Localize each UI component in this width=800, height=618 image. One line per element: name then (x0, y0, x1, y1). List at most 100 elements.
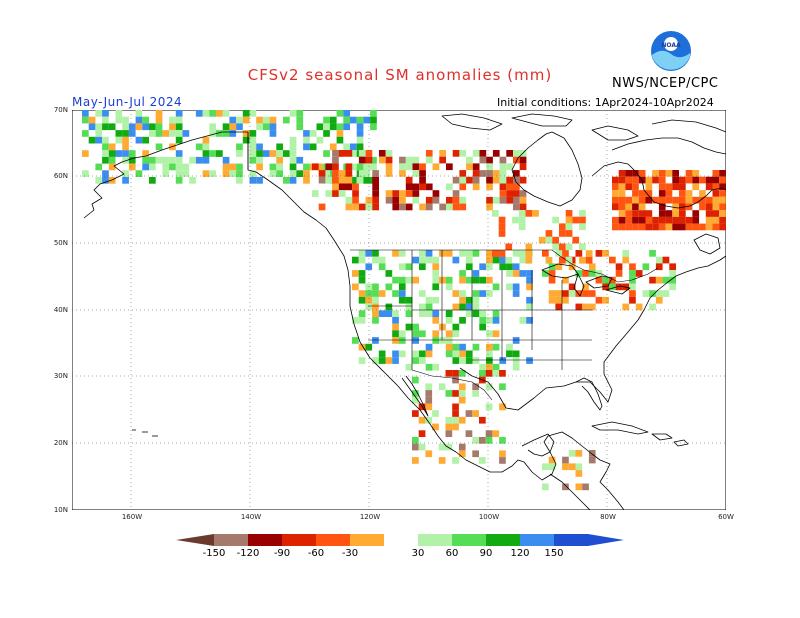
anomaly-cell (699, 196, 706, 204)
anomaly-cell (412, 156, 420, 164)
anomaly-cell (343, 116, 350, 124)
anomaly-cell (242, 116, 250, 124)
anomaly-cell (343, 143, 350, 151)
anomaly-cell (182, 130, 190, 137)
anomaly-cell (692, 176, 700, 184)
anomaly-cell (115, 130, 123, 137)
anomaly-cell (372, 357, 379, 364)
anomaly-cell (512, 363, 520, 371)
anomaly-cell (392, 323, 399, 331)
anomaly-cell (229, 163, 237, 171)
anomaly-cell (499, 156, 507, 164)
anomaly-cell (458, 390, 466, 397)
lat-label: 10N (53, 506, 68, 514)
anomaly-cell (175, 110, 183, 117)
season-label: May-Jun-Jul 2024 (72, 95, 183, 109)
anomaly-cell (512, 250, 520, 257)
anomaly-cell (392, 350, 399, 358)
anomaly-cell (332, 176, 339, 184)
anomaly-cell (365, 343, 373, 351)
anomaly-cell (425, 150, 433, 157)
anomaly-cell (582, 283, 589, 291)
anomaly-cell (336, 136, 344, 144)
anomaly-cell (283, 116, 290, 124)
anomaly-cell (379, 150, 386, 157)
anomaly-cell (445, 283, 453, 291)
anomaly-cell (412, 190, 420, 197)
anomaly-cell (513, 203, 520, 211)
lon-label: 60W (718, 513, 734, 521)
anomaly-cell (323, 130, 330, 137)
anomaly-cell (519, 196, 527, 204)
anomaly-cell (632, 183, 639, 191)
anomaly-cell (548, 290, 556, 297)
anomaly-cell (512, 337, 520, 344)
anomaly-cell (486, 163, 493, 171)
anomaly-cell (575, 463, 583, 471)
anomaly-cell (719, 176, 726, 184)
anomaly-cell (142, 156, 149, 164)
anomaly-cell (672, 176, 679, 184)
anomaly-cell (102, 177, 109, 184)
anomaly-cell (642, 263, 650, 271)
anomaly-cell (318, 170, 326, 177)
anomaly-cell (445, 310, 453, 317)
anomaly-cell (289, 163, 297, 171)
anomaly-cell (498, 230, 506, 237)
anomaly-cell (479, 276, 486, 284)
anomaly-cell (329, 143, 337, 151)
anomaly-cell (512, 270, 520, 277)
anomaly-cell (595, 250, 603, 257)
anomaly-cell (142, 123, 149, 131)
anomaly-cell (399, 190, 406, 197)
anomaly-cell (82, 170, 89, 177)
anomaly-cell (425, 303, 433, 311)
map-title: CFSv2 seasonal SM anomalies (mm) (247, 66, 553, 84)
anomaly-cell (249, 143, 257, 151)
anomaly-cell (102, 143, 109, 151)
anomaly-cell (612, 216, 619, 224)
anomaly-cell (108, 163, 116, 171)
anomaly-cell (155, 123, 163, 131)
anomaly-cell (338, 176, 346, 184)
anomaly-cell (465, 350, 473, 358)
anomaly-cell (472, 163, 480, 171)
agency-label: NWS/NCEP/CPC (612, 76, 719, 91)
anomaly-cell (559, 243, 566, 251)
anomaly-cell (312, 163, 319, 171)
anomaly-cell (513, 150, 520, 157)
anomaly-cell (506, 283, 513, 291)
legend-swatch (248, 534, 282, 546)
anomaly-cell (142, 136, 149, 144)
anomaly-cell (392, 196, 400, 204)
anomaly-cell (585, 256, 593, 264)
anomaly-cell (486, 317, 493, 324)
anomaly-cell (452, 423, 459, 431)
anomaly-cell (412, 410, 419, 417)
anomaly-cell (685, 176, 693, 184)
anomaly-cell (122, 123, 129, 131)
anomaly-cell (425, 250, 433, 257)
anomaly-cell (492, 317, 500, 324)
anomaly-cell (499, 457, 506, 464)
anomaly-cell (542, 270, 549, 277)
anomaly-cell (432, 363, 440, 371)
anomaly-cell (526, 270, 533, 277)
anomaly-cell (632, 170, 639, 177)
anomaly-cell (392, 190, 400, 197)
anomaly-cell (195, 110, 203, 117)
anomaly-cell (445, 343, 453, 351)
anomaly-cell (115, 150, 123, 157)
anomaly-cell (452, 390, 459, 397)
anomaly-cell (88, 116, 96, 124)
anomaly-cell (236, 116, 243, 124)
anomaly-cell (142, 116, 149, 124)
anomaly-cell (108, 156, 116, 164)
anomaly-cell (506, 190, 513, 197)
anomaly-cell (385, 150, 393, 157)
legend-tick: -120 (236, 548, 260, 559)
anomaly-cell (345, 163, 353, 171)
anomaly-cell (249, 150, 257, 157)
anomaly-cell (699, 203, 706, 211)
lat-label: 70N (53, 106, 68, 114)
